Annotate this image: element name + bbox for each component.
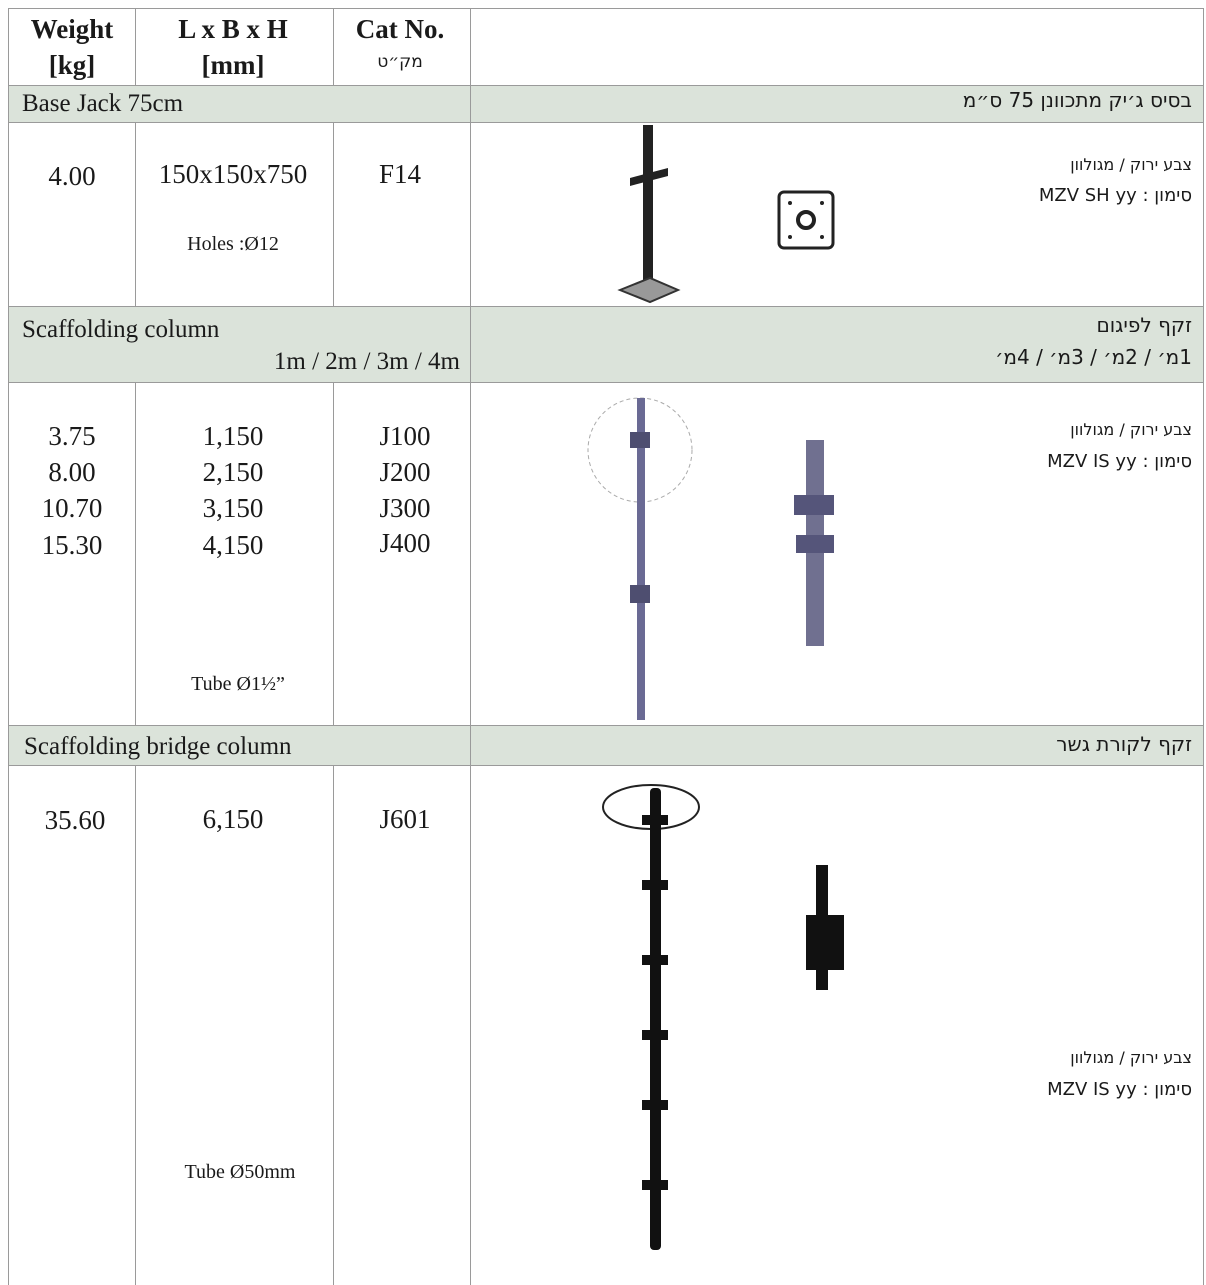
- finish: צבע ירוק / מגולוון: [1070, 420, 1192, 439]
- note: Tube Ø50mm: [184, 1161, 296, 1183]
- rule: [8, 85, 1204, 86]
- header-text: מק״ט: [377, 52, 423, 72]
- rule: [8, 382, 1204, 383]
- section-title: זקף לקורת גשר: [1056, 732, 1192, 756]
- marking: סימון : MZV SH yy: [1038, 185, 1192, 206]
- section-title: Base Jack 75cm: [22, 90, 184, 117]
- rule: [135, 765, 136, 1285]
- base-jack-drawing: [617, 125, 835, 304]
- finish: צבע ירוק / מגולוון: [1070, 155, 1192, 174]
- cat-no: J400: [379, 528, 431, 558]
- rule: [135, 382, 136, 725]
- cat-no: F14: [378, 159, 422, 189]
- dimensions: 2,150: [202, 457, 264, 487]
- cat-no: J601: [379, 804, 431, 834]
- rule: [333, 765, 334, 1285]
- dimensions: 6,150: [202, 804, 264, 834]
- section-title: 1m / 2m / 3m / 4m: [273, 348, 460, 375]
- section-band: [8, 725, 1204, 765]
- dimensions: 150x150x750: [158, 159, 308, 189]
- dimensions: 1,150: [202, 421, 264, 451]
- cat-no: J100: [379, 421, 431, 451]
- bridge-column-drawing: [602, 784, 844, 1250]
- section-title: Scaffolding column: [22, 316, 220, 343]
- rule: [8, 306, 1204, 307]
- rule: [8, 765, 1204, 766]
- rule: [8, 725, 1204, 726]
- header-text: Weight: [30, 14, 114, 44]
- weight: 10.70: [41, 493, 103, 523]
- rule: [8, 122, 1204, 123]
- marking: סימון : MZV IS yy: [1047, 1079, 1192, 1100]
- weight: 3.75: [48, 421, 96, 451]
- dimensions: 4,150: [202, 530, 264, 560]
- rule: [8, 8, 1204, 9]
- rule: [135, 8, 136, 85]
- section-title: בסיס ג׳יק מתכוונן 75 ס״מ: [962, 88, 1192, 112]
- header-text: Cat No.: [355, 14, 445, 44]
- weight: 15.30: [41, 530, 103, 560]
- dimensions: 3,150: [202, 493, 264, 523]
- rule: [8, 8, 9, 1285]
- weight: 8.00: [48, 457, 96, 487]
- section-title: 1מ׳ / 2מ׳ / 3מ׳ / 4מ׳: [995, 345, 1192, 369]
- weight: 35.60: [44, 805, 106, 835]
- header-text: [mm]: [201, 50, 265, 80]
- rule: [333, 382, 334, 725]
- section-band: [8, 85, 1204, 122]
- section-title: Scaffolding bridge column: [24, 733, 292, 760]
- note: Holes :Ø12: [187, 233, 279, 255]
- rule: [470, 8, 471, 1285]
- finish: צבע ירוק / מגולוון: [1070, 1048, 1192, 1067]
- header-text: L x B x H: [178, 14, 288, 44]
- weight: 4.00: [48, 161, 96, 191]
- rule: [333, 8, 334, 85]
- cat-no: J200: [379, 457, 431, 487]
- cat-no: J300: [379, 493, 431, 523]
- header-text: [kg]: [48, 50, 96, 80]
- rule: [333, 122, 334, 306]
- section-band: [8, 306, 1204, 382]
- rule: [135, 122, 136, 306]
- note: Tube Ø1½”: [191, 673, 285, 695]
- marking: סימון : MZV IS yy: [1047, 451, 1192, 472]
- column-drawing: [587, 397, 834, 720]
- section-title: זקף לפיגום: [1096, 313, 1192, 337]
- rule: [1203, 8, 1204, 1285]
